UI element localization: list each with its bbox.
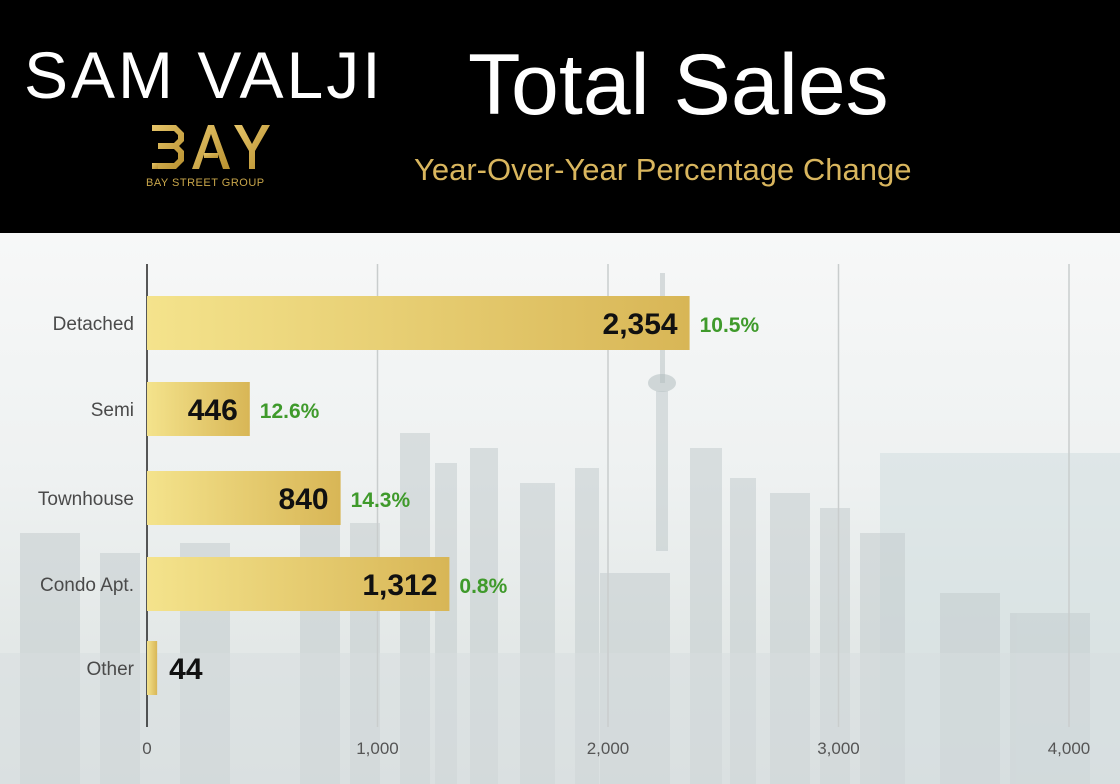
yoy-change-label: 14.3% xyxy=(351,489,411,512)
x-tick-label: 4,000 xyxy=(1048,739,1091,758)
value-label: 44 xyxy=(169,653,203,686)
yoy-change-label: 10.5% xyxy=(700,314,760,337)
x-tick-label: 2,000 xyxy=(587,739,630,758)
x-tick-label: 3,000 xyxy=(817,739,860,758)
x-tick-label: 0 xyxy=(142,739,151,758)
category-label: Semi xyxy=(91,400,134,421)
bar-other xyxy=(147,641,157,695)
x-tick-label: 1,000 xyxy=(356,739,399,758)
value-label: 446 xyxy=(188,394,238,427)
value-label: 840 xyxy=(279,483,329,516)
category-label: Detached xyxy=(53,314,134,335)
value-label: 2,354 xyxy=(603,308,678,341)
category-label: Other xyxy=(86,659,134,680)
yoy-change-label: 0.8% xyxy=(459,575,507,598)
bar-labels: Detached 2,354 10.5% Semi 446 12.6% Townhouse 8… xyxy=(38,308,760,686)
yoy-change-label: 12.6% xyxy=(260,400,320,423)
category-label: Townhouse xyxy=(38,489,134,510)
value-label: 1,312 xyxy=(362,569,437,602)
x-axis-ticks: 0 1,000 2,000 3,000 4,000 xyxy=(142,739,1090,758)
category-label: Condo Apt. xyxy=(40,575,134,596)
